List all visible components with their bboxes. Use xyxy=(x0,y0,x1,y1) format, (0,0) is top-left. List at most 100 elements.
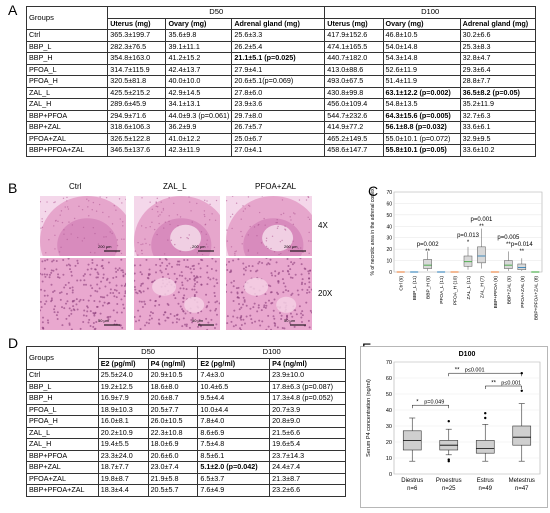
value-cell: 23.9±10.0 xyxy=(269,369,346,382)
table-row: Ctrl 25.5±24.0 20.9±10.5 7.4±3.0 23.9±10.0 xyxy=(26,369,346,382)
histology-column-label: Ctrl xyxy=(69,182,82,191)
scale-bar-label: 200 µm xyxy=(192,244,206,249)
column-header: Ovary (mg) xyxy=(165,17,233,30)
value-cell: 26.7±5.7 xyxy=(231,121,326,134)
table-d-d50-header: D50 xyxy=(97,346,199,359)
value-cell: 23.3±24.0 xyxy=(97,449,149,462)
value-cell: 7.4±3.0 xyxy=(197,369,271,382)
value-cell: 544.7±232.6 xyxy=(324,109,384,122)
value-cell: 456.0±109.4 xyxy=(324,98,384,111)
box xyxy=(463,255,473,267)
table-row: ZAL_H 19.4±5.5 18.0±6.9 7.5±4.8 19.6±5.4 xyxy=(26,438,346,451)
value-cell: 21.1±5.1 (p=0.025) xyxy=(231,52,326,65)
panel-c-letter: C xyxy=(368,183,379,199)
category-label: BBP_H (9) xyxy=(426,276,432,299)
y-tick-label: 50 xyxy=(386,213,392,219)
group-cell: BBP_H xyxy=(26,392,99,405)
value-cell: 20.6±5.1(p=0.069) xyxy=(231,75,326,88)
category-label: Estrus xyxy=(477,478,494,484)
table-row: BBP_H 16.9±7.9 20.6±8.7 9.5±4.4 17.3±4.8 (p=… xyxy=(26,392,346,405)
value-cell: 17.3±4.8 (p=0.052) xyxy=(269,392,346,405)
group-cell: ZAL_H xyxy=(25,98,109,111)
value-cell: 18.6±8.0 xyxy=(147,380,199,393)
y-tick-label: 20 xyxy=(386,247,392,253)
necrotic-area-chart: 0 10 20 30 40 50 60 70 % of necrotic area in the… xyxy=(370,188,543,320)
value-cell: 318.6±106.3 xyxy=(107,121,167,134)
table-a-d50-header: D50 xyxy=(107,6,326,19)
value-cell: 64.3±15.6 (p=0.005) xyxy=(382,109,461,122)
table-row: BBP+PFOA+ZAL 18.3±4.4 20.5±5.7 7.6±4.9 23.2±… xyxy=(26,484,346,497)
histology-column-label: PFOA+ZAL xyxy=(255,182,297,191)
n-label: n=47 xyxy=(515,486,529,492)
category-label: ZAL_L (11) xyxy=(466,276,472,300)
p-value-label: p=0.013 xyxy=(457,233,480,239)
value-cell: 54.3±14.8 xyxy=(382,52,461,65)
y-axis-label: % of necrotic area in the adrenal cortex xyxy=(370,188,376,275)
category-label: BBP+PFOA+ZAL (8) xyxy=(533,276,539,320)
value-cell: 51.4±11.9 xyxy=(382,75,461,88)
n-label: n=25 xyxy=(442,486,456,492)
group-cell: PFOA_L xyxy=(26,403,99,416)
value-cell: 36.5±8.2 (p=0.05) xyxy=(459,86,537,99)
value-cell: 55.0±10.1 (p=0.072) xyxy=(382,132,461,145)
value-cell: 18.7±7.7 xyxy=(97,461,149,474)
value-cell: 27.9±4.1 xyxy=(231,63,326,76)
y-tick-label: 60 xyxy=(386,376,392,382)
value-cell: 19.2±12.5 xyxy=(97,380,149,393)
value-cell: 320.5±81.8 xyxy=(107,75,167,88)
value-cell: 21.3±8.7 xyxy=(269,472,346,485)
value-cell: 282.3±76.5 xyxy=(107,40,167,53)
histology-image: 200 µm xyxy=(40,196,126,256)
table-row: BBP_H 354.8±163.0 41.2±15.2 21.1±5.1 (p=0.0… xyxy=(25,52,537,65)
value-cell: 7.8±4.0 xyxy=(197,415,271,428)
outlier-point xyxy=(447,420,450,423)
table-d-d100-header: D100 xyxy=(197,346,346,359)
value-cell: 32.9±9.5 xyxy=(459,132,537,145)
group-cell: BBP+ZAL xyxy=(26,461,99,474)
value-cell: 42.4±13.7 xyxy=(165,63,233,76)
histology-image: 50 µm xyxy=(226,258,312,330)
box xyxy=(504,260,513,269)
column-header: Uterus (mg) xyxy=(107,17,167,30)
group-cell: BBP_L xyxy=(26,380,99,393)
table-row: PFOA+ZAL 326.5±122.8 41.0±12.2 25.0±6.7 465.… xyxy=(25,132,537,145)
value-cell: 465.2±149.5 xyxy=(324,132,384,145)
value-cell: 8.6±6.9 xyxy=(197,426,271,439)
hormone-table: Groups D50 D100 E2 (pg/ml) P4 (ng/ml) E2 (… xyxy=(26,346,346,497)
value-cell: 25.6±3.3 xyxy=(231,29,326,42)
category-label: PFOA_H (10) xyxy=(453,276,459,305)
value-cell: 35.2±11.9 xyxy=(459,98,537,111)
outlier-point xyxy=(484,412,487,415)
p4-boxplot-chart: D100 0 10 20 30 40 50 60 70 Serum P4 concentratio… xyxy=(360,346,548,508)
value-cell: 20.5±5.7 xyxy=(147,484,199,497)
value-cell: 23.7±14.3 xyxy=(269,449,346,462)
value-cell: 493.0±67.5 xyxy=(324,75,384,88)
column-header: P4 (ng/ml) xyxy=(269,357,346,370)
value-cell: 42.9±14.5 xyxy=(165,86,233,99)
category-label: ZAL_H (7) xyxy=(479,276,485,299)
value-cell: 29.3±6.4 xyxy=(459,63,537,76)
value-cell: 40.0±10.0 xyxy=(165,75,233,88)
group-cell: Ctrl xyxy=(25,29,109,42)
value-cell: 414.9±77.2 xyxy=(324,121,384,134)
value-cell: 413.0±88.6 xyxy=(324,63,384,76)
panel-b-letter: B xyxy=(8,180,18,196)
value-cell: 36.2±9.9 xyxy=(165,121,233,134)
group-cell: PFOA_L xyxy=(25,63,109,76)
value-cell: 19.4±5.5 xyxy=(97,438,149,451)
histology-image: 50 µm xyxy=(40,258,126,330)
category-label: Ctrl (9) xyxy=(399,276,405,291)
value-cell: 10.0±4.4 xyxy=(197,403,271,416)
group-cell: BBP_H xyxy=(25,52,109,65)
group-cell: ZAL_L xyxy=(25,86,109,99)
significance-stars: ** xyxy=(491,381,496,387)
value-cell: 19.6±5.4 xyxy=(269,438,346,451)
value-cell: 20.2±10.9 xyxy=(97,426,149,439)
box xyxy=(475,440,495,454)
table-d-groups-header: Groups xyxy=(26,346,99,370)
group-cell: PFOA+ZAL xyxy=(25,132,109,145)
value-cell: 18.9±10.3 xyxy=(97,403,149,416)
y-tick-label: 0 xyxy=(389,270,392,276)
value-cell: 21.5±6.6 xyxy=(269,426,346,439)
value-cell: 17.8±6.3 (p=0.087) xyxy=(269,380,346,393)
